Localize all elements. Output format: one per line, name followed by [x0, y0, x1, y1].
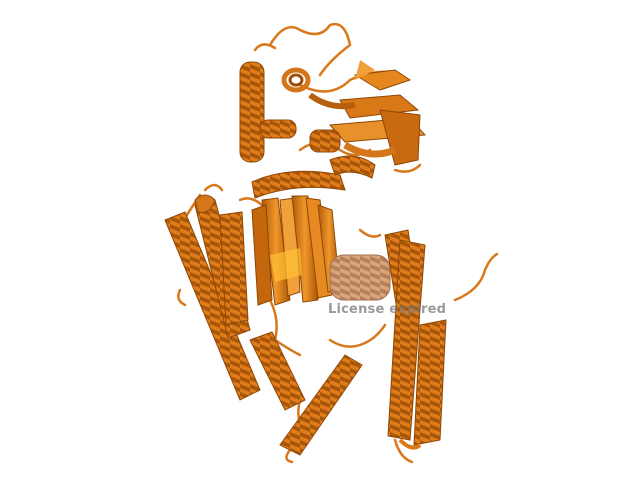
helix-mid-horizontal — [251, 155, 376, 199]
helix-left-bundle — [164, 194, 306, 411]
beta-barrel — [251, 195, 341, 306]
license-watermark: License expired — [328, 302, 447, 317]
helix-lower-diagonal — [279, 354, 363, 456]
helix-interior — [329, 254, 391, 301]
top-beta-domain — [281, 60, 427, 166]
helix-upper-left — [239, 61, 341, 163]
helix-right-pair — [384, 229, 447, 450]
